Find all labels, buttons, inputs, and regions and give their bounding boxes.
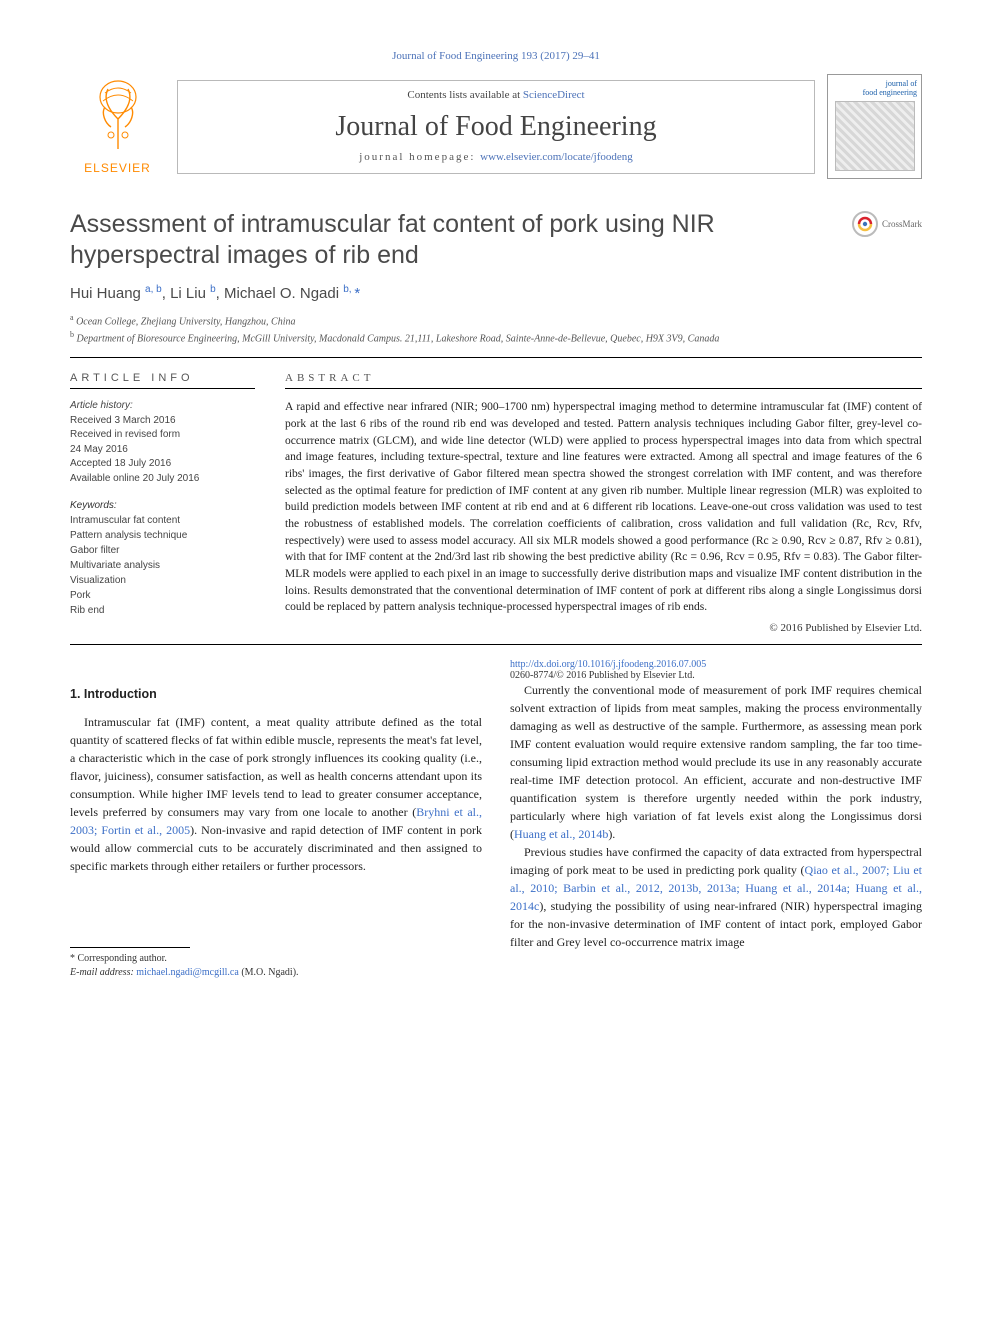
keyword-item: Intramuscular fat content <box>70 513 255 528</box>
crossmark-badge[interactable]: CrossMark <box>852 197 922 237</box>
crossmark-label: CrossMark <box>882 219 922 229</box>
history-line: Accepted 18 July 2016 <box>70 457 255 472</box>
keyword-item: Pork <box>70 588 255 603</box>
email-suffix: (M.O. Ngadi). <box>239 967 299 978</box>
doi-block: http://dx.doi.org/10.1016/j.jfoodeng.201… <box>510 659 922 681</box>
elsevier-tree-icon <box>83 79 153 157</box>
homepage-prefix: journal homepage: <box>359 151 480 163</box>
corr-label: * Corresponding author. <box>70 952 482 966</box>
intro-p3-post: ), studying the possibility of using nea… <box>510 899 922 949</box>
keyword-item: Rib end <box>70 603 255 618</box>
cover-image-placeholder <box>835 101 915 171</box>
history-line: Received in revised form <box>70 428 255 443</box>
abstract-copyright: © 2016 Published by Elsevier Ltd. <box>285 622 922 634</box>
keyword-item: Visualization <box>70 573 255 588</box>
sciencedirect-link[interactable]: ScienceDirect <box>523 89 585 101</box>
keywords-label: Keywords: <box>70 500 255 511</box>
intro-p1-pre: Intramuscular fat (IMF) content, a meat … <box>70 715 482 819</box>
abstract-header: ABSTRACT <box>285 372 922 384</box>
email-label: E-mail address: <box>70 967 136 978</box>
article-info-inner-rule <box>70 388 255 389</box>
keywords-list: Intramuscular fat contentPattern analysi… <box>70 513 255 618</box>
intro-paragraph-2: Currently the conventional mode of measu… <box>510 681 922 843</box>
article-history: Article history: Received 3 March 2016Re… <box>70 399 255 486</box>
journal-title: Journal of Food Engineering <box>178 111 814 143</box>
intro-paragraph-3: Previous studies have confirmed the capa… <box>510 843 922 951</box>
article-info-header: ARTICLE INFO <box>70 372 255 384</box>
abstract-inner-rule <box>285 388 922 389</box>
affiliation-line: b Department of Bioresource Engineering,… <box>70 329 922 347</box>
rule-above-abstract <box>70 357 922 358</box>
masthead: ELSEVIER Contents lists available at Sci… <box>70 74 922 179</box>
intro-p2-post: ). <box>608 827 615 841</box>
journal-cover-thumbnail: journal of food engineering <box>827 74 922 179</box>
journal-homepage-link[interactable]: www.elsevier.com/locate/jfoodeng <box>480 151 633 163</box>
keyword-item: Multivariate analysis <box>70 558 255 573</box>
article-title: Assessment of intramuscular fat content … <box>70 197 810 272</box>
abstract-column: ABSTRACT A rapid and effective near infr… <box>285 372 922 634</box>
corresponding-author-note: * Corresponding author. E-mail address: … <box>70 952 482 980</box>
intro-paragraph-1: Intramuscular fat (IMF) content, a meat … <box>70 713 482 875</box>
rule-below-abstract <box>70 644 922 645</box>
masthead-center: Contents lists available at ScienceDirec… <box>177 80 815 174</box>
contents-prefix: Contents lists available at <box>407 89 522 101</box>
history-line: Available online 20 July 2016 <box>70 472 255 487</box>
affiliations: a Ocean College, Zhejiang University, Ha… <box>70 312 922 348</box>
corr-email-link[interactable]: michael.ngadi@mcgill.ca <box>136 967 239 978</box>
cover-line2: food engineering <box>832 88 917 97</box>
journal-homepage-line: journal homepage: www.elsevier.com/locat… <box>178 151 814 163</box>
top-citation: Journal of Food Engineering 193 (2017) 2… <box>70 50 922 62</box>
contents-available-line: Contents lists available at ScienceDirec… <box>178 89 814 101</box>
history-line: 24 May 2016 <box>70 443 255 458</box>
footnote-rule <box>70 947 190 948</box>
doi-link[interactable]: http://dx.doi.org/10.1016/j.jfoodeng.201… <box>510 659 706 670</box>
body-two-column: 1. Introduction Intramuscular fat (IMF) … <box>70 659 922 980</box>
cover-line1: journal of <box>832 79 917 88</box>
affiliation-line: a Ocean College, Zhejiang University, Ha… <box>70 312 922 330</box>
history-line: Received 3 March 2016 <box>70 414 255 429</box>
elsevier-logo: ELSEVIER <box>70 74 165 179</box>
keyword-item: Pattern analysis technique <box>70 528 255 543</box>
citation-huang-2014b[interactable]: Huang et al., 2014b <box>514 827 608 841</box>
crossmark-icon <box>852 211 878 237</box>
elsevier-wordmark: ELSEVIER <box>84 161 151 175</box>
abstract-text: A rapid and effective near infrared (NIR… <box>285 399 922 616</box>
history-label: Article history: <box>70 399 255 414</box>
article-info-column: ARTICLE INFO Article history: Received 3… <box>70 372 255 634</box>
issn-copyright-line: 0260-8774/© 2016 Published by Elsevier L… <box>510 670 695 681</box>
authors-line: Hui Huang a, b, Li Liu b, Michael O. Nga… <box>70 284 922 302</box>
keyword-item: Gabor filter <box>70 543 255 558</box>
intro-p2-pre: Currently the conventional mode of measu… <box>510 683 922 841</box>
section-heading-introduction: 1. Introduction <box>70 687 482 701</box>
